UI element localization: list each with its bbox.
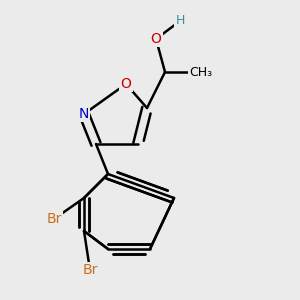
- Text: O: O: [151, 32, 161, 46]
- Text: H: H: [175, 14, 185, 28]
- Text: CH₃: CH₃: [189, 65, 213, 79]
- Text: Br: Br: [82, 263, 98, 277]
- Text: N: N: [79, 107, 89, 121]
- Text: Br: Br: [46, 212, 62, 226]
- Text: O: O: [121, 77, 131, 91]
